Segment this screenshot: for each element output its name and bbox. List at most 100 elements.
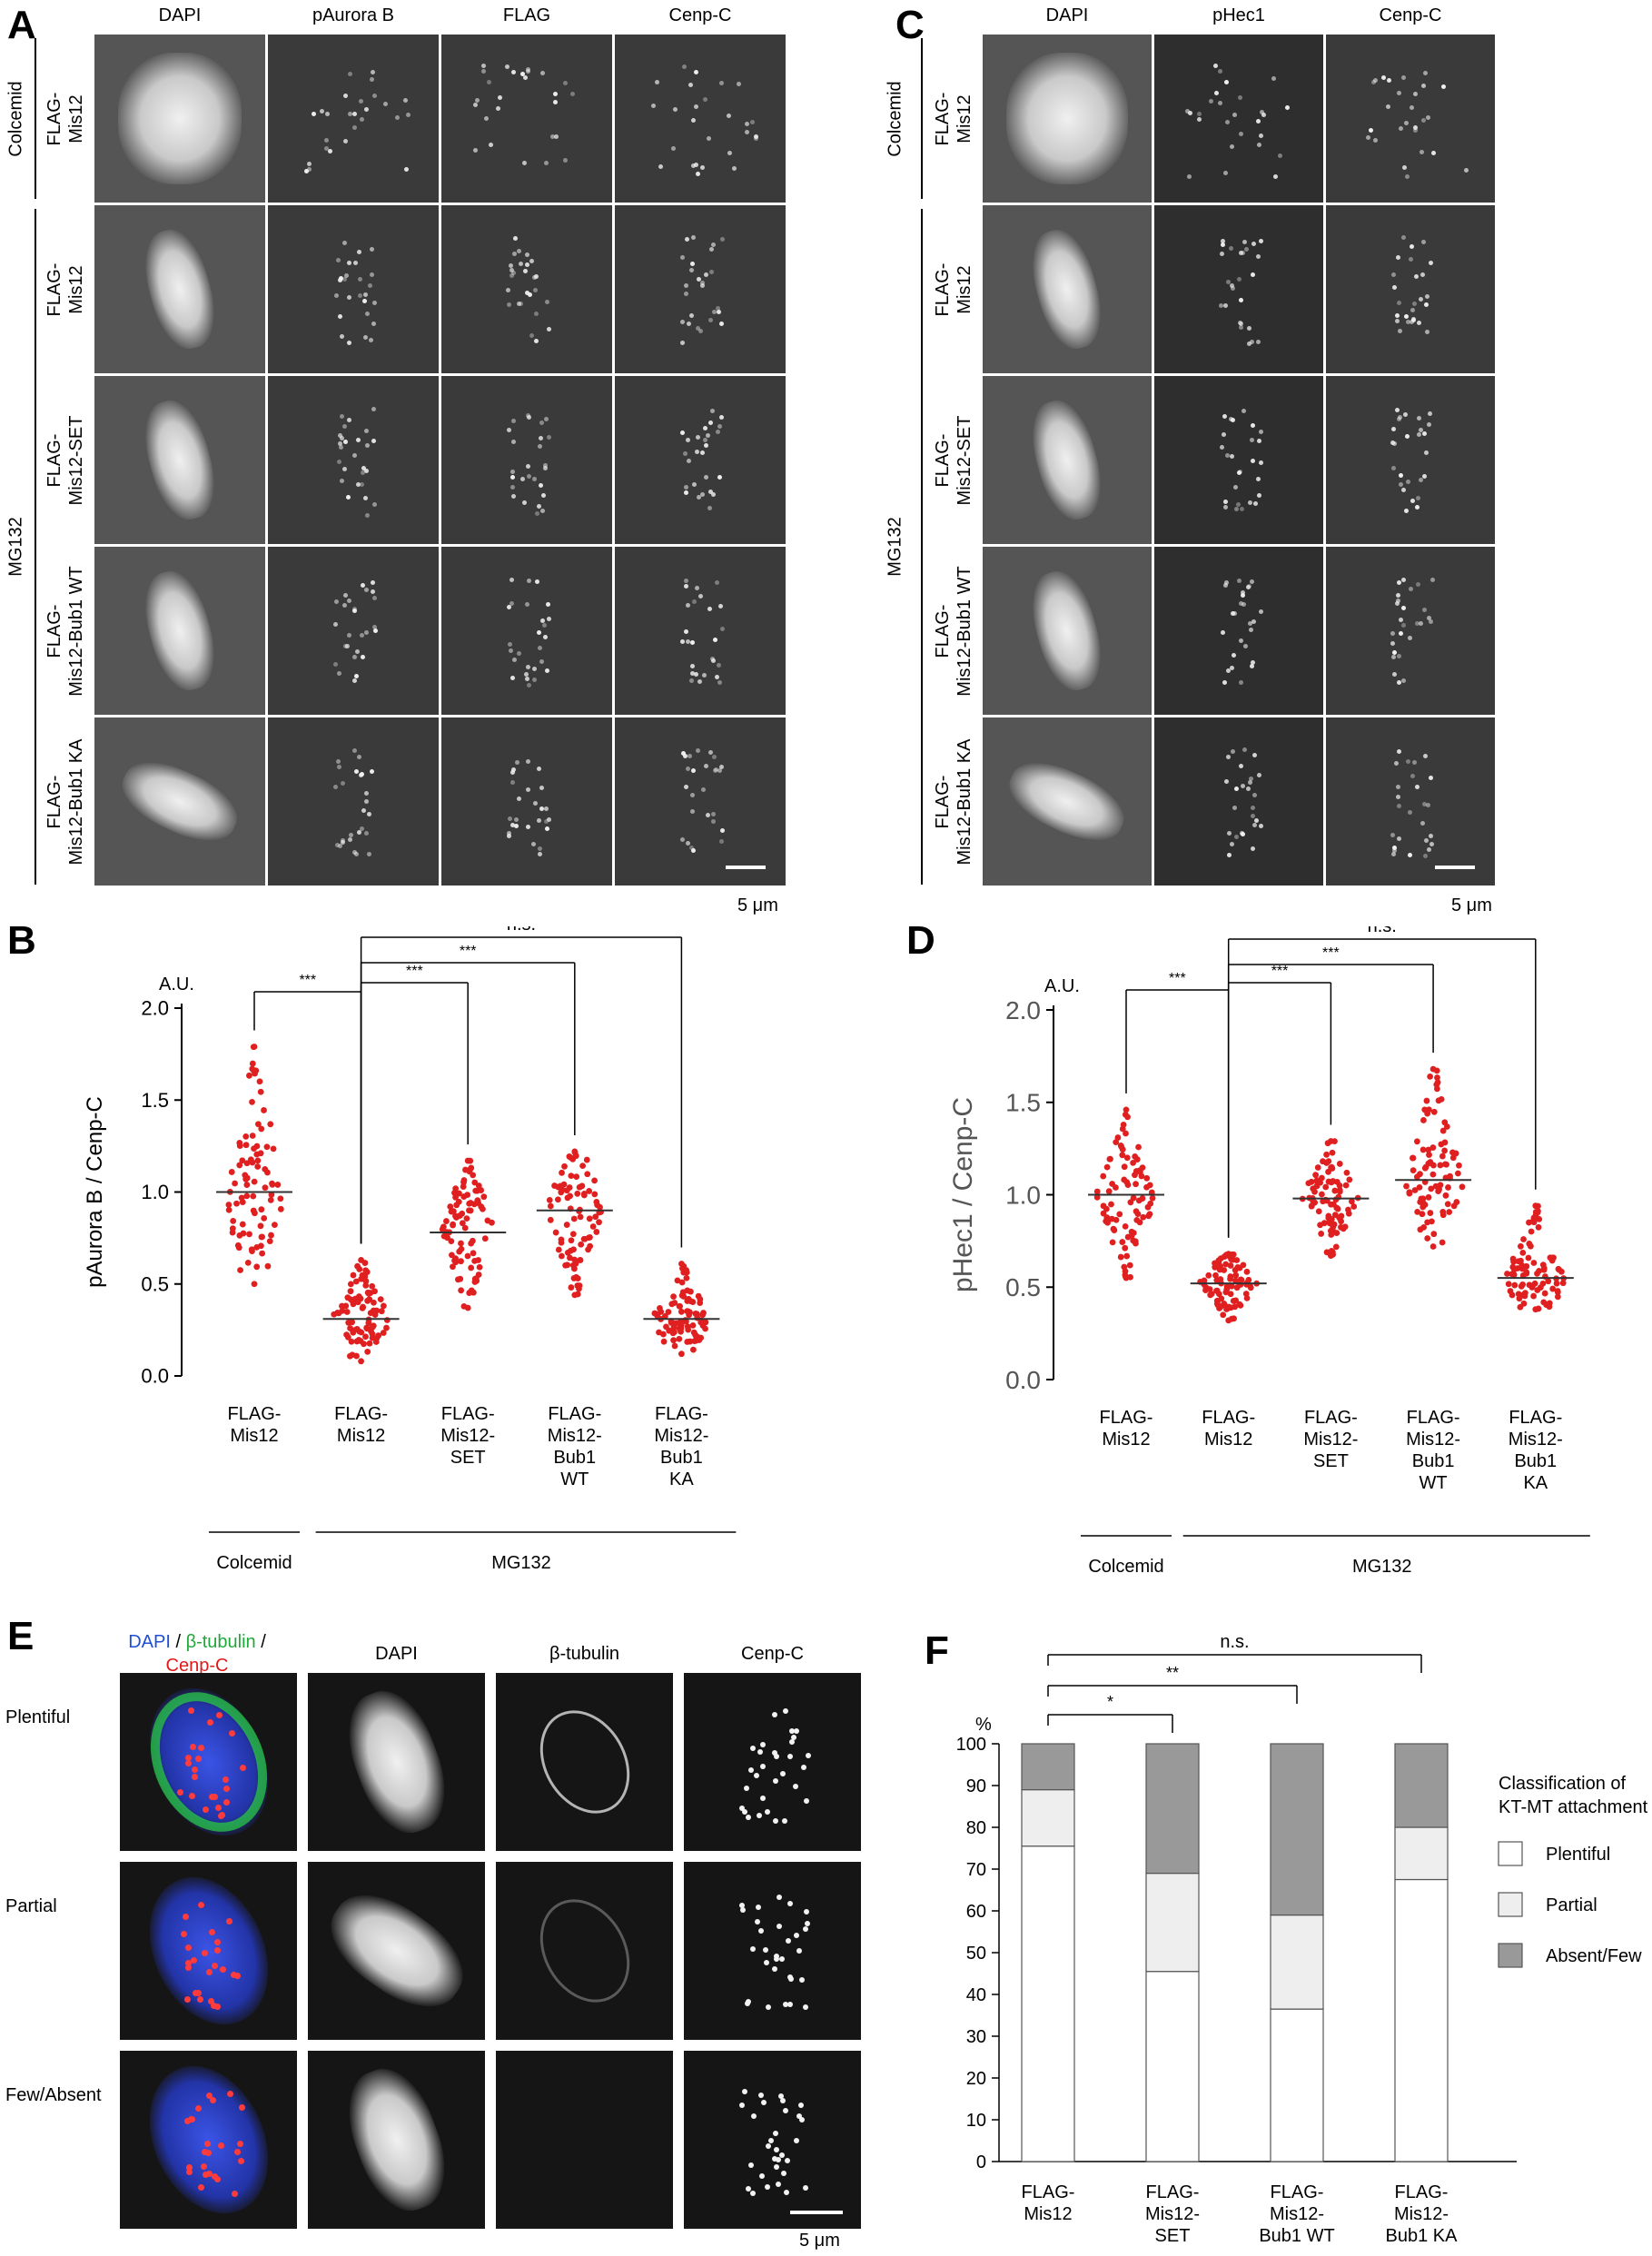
kinetochore-dot bbox=[1408, 852, 1413, 857]
kinetochore-dot bbox=[687, 754, 692, 759]
kinetochore-dot bbox=[679, 430, 685, 436]
row-label-line: Mis12-Bub1 WT bbox=[955, 565, 974, 697]
data-point bbox=[240, 1230, 247, 1237]
kinetochore-dot bbox=[517, 651, 522, 657]
bar-segment-absent-few bbox=[1394, 1743, 1449, 1828]
micrograph-cell bbox=[684, 1673, 861, 1851]
kinetochore-dot bbox=[710, 409, 716, 414]
data-point bbox=[250, 1192, 257, 1200]
kinetochore-dot bbox=[774, 1956, 780, 1963]
significance-label: *** bbox=[299, 973, 316, 988]
x-category-label: Bub1 bbox=[1412, 1451, 1455, 1471]
data-point bbox=[576, 1183, 583, 1191]
data-point bbox=[1410, 1154, 1416, 1162]
x-category-label: SET bbox=[1155, 2226, 1191, 2246]
data-point bbox=[339, 1307, 346, 1314]
kinetochore-dot bbox=[369, 337, 374, 342]
data-point bbox=[1312, 1172, 1320, 1179]
data-point bbox=[262, 1184, 269, 1192]
kinetochore-dot bbox=[709, 657, 715, 662]
x-category-label: Mis12- bbox=[1270, 2204, 1324, 2224]
data-point bbox=[378, 1308, 385, 1315]
kinetochore-dot bbox=[1408, 257, 1413, 262]
kinetochore-dot bbox=[1412, 127, 1418, 133]
kinetochore-dot bbox=[757, 1813, 763, 1819]
legend-swatch bbox=[1498, 1943, 1523, 1968]
data-point bbox=[660, 1338, 668, 1345]
data-point bbox=[1318, 1231, 1325, 1237]
data-point bbox=[1425, 1160, 1432, 1167]
data-point bbox=[1432, 1182, 1439, 1190]
data-point bbox=[1413, 1138, 1420, 1145]
row-label-line: Mis12 bbox=[66, 94, 86, 143]
data-point bbox=[554, 1196, 561, 1203]
chromosome-mass bbox=[332, 1679, 460, 1845]
data-point bbox=[1133, 1216, 1141, 1223]
data-point bbox=[1329, 1149, 1336, 1156]
data-point bbox=[360, 1304, 366, 1311]
data-point bbox=[1124, 1233, 1132, 1241]
data-point bbox=[1520, 1300, 1528, 1307]
data-point bbox=[363, 1324, 371, 1331]
data-point bbox=[682, 1317, 689, 1323]
kinetochore-dot bbox=[1408, 809, 1413, 815]
condition-mg132: MG132 bbox=[5, 517, 26, 577]
kinetochore-dot bbox=[719, 626, 725, 631]
data-point bbox=[258, 1206, 265, 1213]
kinetochore-dot bbox=[698, 593, 704, 599]
kinetochore-dot bbox=[696, 435, 701, 440]
data-point bbox=[277, 1195, 284, 1202]
kinetochore-dot bbox=[690, 809, 696, 815]
kinetochore-dot bbox=[340, 413, 345, 419]
kinetochore-dot bbox=[538, 851, 543, 856]
data-point bbox=[251, 1044, 258, 1050]
kinetochore-dot bbox=[695, 172, 700, 177]
kinetochore-dot bbox=[727, 113, 732, 118]
kinetochore-dot bbox=[1240, 590, 1245, 596]
kinetochore-dot bbox=[1234, 787, 1240, 792]
kinetochore-dot bbox=[472, 102, 478, 107]
kinetochore-dot bbox=[788, 1728, 795, 1735]
kinetochore-dot bbox=[698, 328, 704, 333]
kinetochore-dot bbox=[366, 811, 371, 816]
kinetochore-dot bbox=[338, 313, 343, 319]
scale-bar-label: 5 μm bbox=[1451, 895, 1492, 915]
data-point bbox=[253, 1143, 261, 1150]
x-category-label: Mis12- bbox=[440, 1426, 495, 1446]
kinetochore-dot bbox=[472, 147, 478, 153]
kinetochore-dot bbox=[1426, 114, 1431, 120]
micrograph-cell bbox=[94, 205, 265, 373]
kinetochore-dot bbox=[1413, 92, 1419, 97]
data-point bbox=[1545, 1278, 1552, 1285]
data-point bbox=[236, 1143, 243, 1150]
kinetochore-dot bbox=[788, 1976, 795, 1983]
data-point bbox=[573, 1273, 579, 1281]
cenp-c-dot bbox=[204, 2140, 212, 2147]
significance-label: n.s. bbox=[1220, 1632, 1249, 1652]
data-point bbox=[369, 1282, 376, 1290]
kinetochore-dot bbox=[1426, 421, 1431, 427]
row-label: FLAG- Mis12 bbox=[44, 262, 87, 316]
micrograph-cell bbox=[615, 376, 786, 544]
kinetochore-dot bbox=[544, 160, 549, 165]
data-point bbox=[238, 1194, 245, 1202]
kinetochore-dot bbox=[681, 64, 687, 70]
data-point bbox=[568, 1284, 575, 1291]
data-point bbox=[458, 1245, 465, 1252]
data-point bbox=[555, 1246, 562, 1253]
kinetochore-dot bbox=[1410, 244, 1415, 250]
kinetochore-dot bbox=[341, 781, 345, 787]
data-point bbox=[380, 1302, 387, 1310]
kinetochore-dot bbox=[1256, 340, 1261, 345]
kinetochore-dot bbox=[333, 599, 339, 605]
kinetochore-dot bbox=[510, 676, 516, 681]
data-point bbox=[1504, 1271, 1510, 1277]
micrograph-cell bbox=[615, 35, 786, 203]
kinetochore-dot bbox=[720, 236, 726, 242]
kinetochore-dot bbox=[534, 312, 539, 317]
data-point bbox=[1546, 1303, 1553, 1311]
data-point bbox=[583, 1156, 590, 1163]
kinetochore-dot bbox=[372, 596, 378, 601]
data-point bbox=[1329, 1165, 1336, 1172]
data-point bbox=[1323, 1160, 1331, 1166]
